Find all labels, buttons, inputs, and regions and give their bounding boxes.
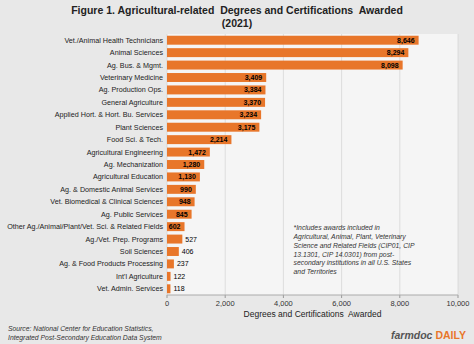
y-tick-labels: Vet./Animal Health Technicians Animal Sci… [7, 36, 163, 294]
annotation-line: *Includes awards included in [294, 224, 380, 231]
bar [167, 259, 174, 268]
annotation-line: Science and Related Fields (CIP01, CIP [294, 242, 415, 250]
data-label: 118 [173, 285, 184, 292]
y-tick-label: Vet. Biomedical & Clinical Sciences [50, 197, 163, 206]
data-label: 527 [185, 236, 197, 243]
data-label: 602 [169, 223, 181, 230]
bar [167, 272, 171, 281]
y-tick-label: Applied Hort. & Hort. Bu. Services [55, 110, 164, 119]
x-ticks: 0 2,000 4,000 6,000 8,000 10,000 [165, 295, 470, 308]
data-label: 3,234 [240, 111, 258, 119]
bar [167, 247, 179, 256]
y-tick-label: Agricultural Engineering [87, 148, 163, 157]
y-tick-label: Ag. Bus. & Mgmt. [107, 61, 163, 70]
data-label: 3,384 [244, 86, 262, 94]
x-tick-label: 8,000 [390, 299, 409, 308]
source-line: Integrated Post-Secondary Education Data… [8, 334, 162, 342]
annotation-line: and Territories [294, 268, 338, 275]
bars [167, 36, 419, 294]
y-tick-label: Ag. Mechanization [104, 160, 163, 169]
bar [167, 160, 204, 169]
bar [167, 48, 408, 57]
data-label: 8,294 [387, 49, 405, 57]
y-tick-label: Int'l Agriculture [116, 272, 163, 281]
data-label: 237 [177, 260, 189, 267]
brand: DAILY [435, 329, 466, 341]
data-label: 3,409 [245, 74, 263, 82]
source-line: Source: National Center for Education St… [8, 325, 154, 332]
x-tick-label: 4,000 [274, 299, 293, 308]
y-tick-label: Veterinary Medicine [100, 73, 163, 82]
data-label: 1,280 [183, 161, 201, 169]
y-tick-label: Vet. Admin. Services [97, 284, 163, 293]
x-tick-label: 2,000 [216, 299, 235, 308]
data-label: 2,214 [210, 136, 228, 144]
title-line: (2021) [222, 17, 252, 29]
data-labels: 8,646 8,294 8,098 3,409 3,384 3,370 3,234 3,175… [169, 37, 415, 293]
y-tick-label: Animal Sciences [110, 48, 164, 57]
data-label: 406 [182, 248, 194, 255]
x-tick-label: 0 [165, 299, 169, 308]
y-tick-label: Vet./Animal Health Technicians [64, 36, 163, 45]
bar [167, 36, 419, 45]
bar [167, 135, 231, 144]
annotation-line: 13.1301, CIP 14.0301) from post- [294, 251, 395, 259]
data-label: 3,370 [244, 99, 262, 107]
data-label: 8,098 [381, 62, 399, 70]
x-axis-label: Degrees and Certifications Awarded [244, 309, 382, 319]
y-tick-label: Agricultural Education [93, 172, 163, 181]
data-label: 1,472 [188, 149, 206, 157]
x-tick-label: 10,000 [447, 299, 470, 308]
y-tick-label: Ag. & Domestic Animal Services [60, 185, 163, 194]
annotation-line: secondary institutions in all U.S. State… [294, 259, 412, 267]
bar [167, 210, 192, 219]
annotation: *Includes awards included in Agricultural… [293, 224, 415, 275]
x-tick-label: 6,000 [332, 299, 351, 308]
bar [167, 222, 185, 231]
bar [167, 123, 259, 132]
bar [167, 235, 182, 244]
y-tick-label: Soil Sciences [120, 247, 164, 256]
data-label: 948 [179, 198, 191, 205]
bar [167, 284, 170, 293]
bar [167, 172, 200, 181]
bar [167, 148, 210, 157]
y-tick-label: Other Ag./Animal/Plant/Vet. Sci. & Relat… [7, 222, 163, 231]
bar [167, 85, 265, 94]
data-label: 122 [174, 273, 186, 280]
data-label: 8,646 [397, 37, 415, 45]
bar [167, 110, 261, 119]
annotation-line: Agricultural, Animal, Plant, Veterinary [293, 233, 407, 241]
data-label: 1,130 [178, 173, 196, 181]
y-tick-label: Plant Sciences [115, 123, 163, 132]
grid-line [399, 34, 400, 295]
data-label: 990 [180, 186, 192, 193]
data-label: 845 [176, 211, 188, 218]
brand: farmdoc [391, 329, 433, 341]
data-label: 3,175 [238, 124, 256, 132]
y-tick-label: Ag. & Food Products Processing [59, 259, 163, 268]
plot-area [167, 34, 458, 295]
chart: Figure 1. Agricultural-related Degrees a… [0, 0, 474, 344]
bar [167, 197, 195, 206]
background [0, 0, 474, 344]
title: Figure 1. Agricultural-related Degrees a… [71, 4, 403, 29]
y-tick-label: General Agriculture [101, 98, 163, 107]
source: Source: National Center for Education St… [8, 325, 162, 342]
bar [167, 185, 196, 194]
y-tick-label: Ag./Vet. Prep. Programs [85, 235, 163, 244]
y-tick-label: Ag. Public Services [101, 210, 163, 219]
grid-line [458, 34, 459, 295]
bar [167, 98, 265, 107]
grid-line [283, 34, 284, 295]
x-axis-line [167, 295, 458, 296]
title-line: Figure 1. Agricultural-related Degrees a… [71, 4, 403, 16]
grid [167, 34, 458, 295]
y-tick-label: Ag. Production Ops. [99, 85, 163, 94]
bar [167, 73, 266, 82]
y-tick-label: Food Sci. & Tech. [107, 135, 163, 144]
bar [167, 61, 403, 70]
